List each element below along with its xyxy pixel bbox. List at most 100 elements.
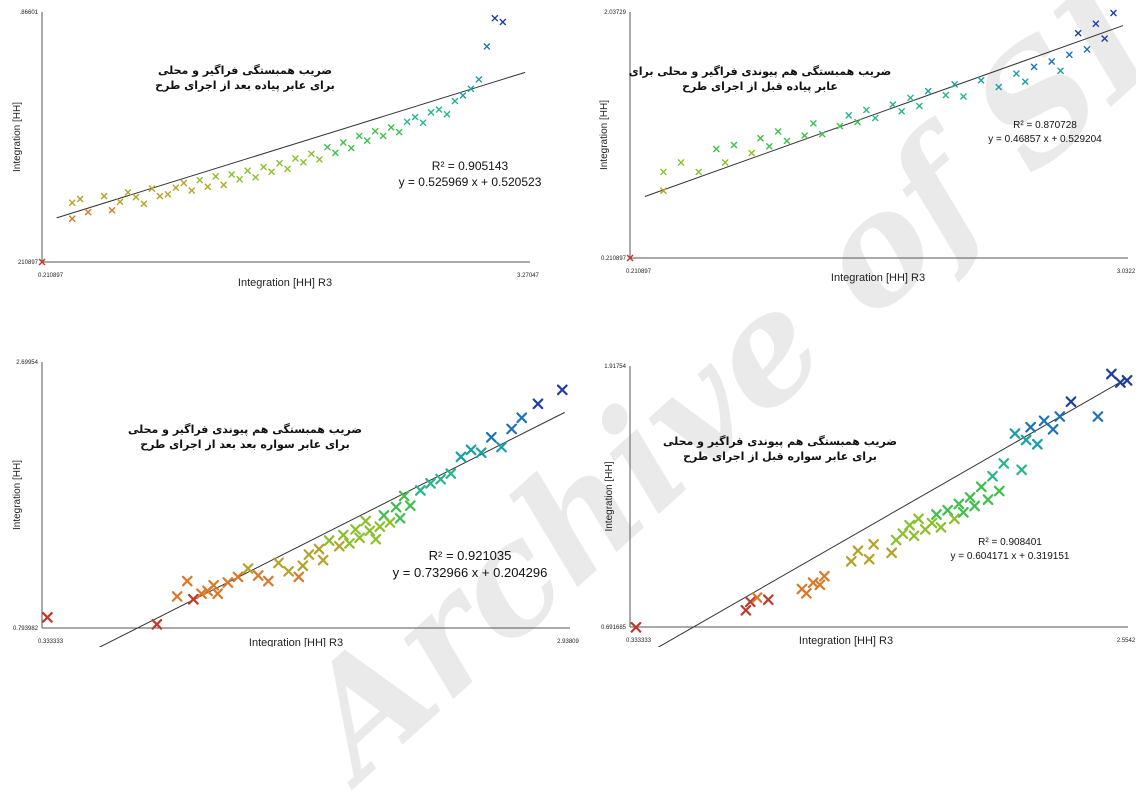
data-point: [774, 128, 782, 135]
charts-canvas: .86601 210897 0.210897 3.27047 Integration […: [12, 9, 1136, 647]
data-point: [363, 137, 371, 144]
data-point: [969, 500, 980, 512]
data-point: [244, 167, 251, 175]
data-point: [951, 81, 958, 88]
x-tick-label: 0.333333: [626, 638, 652, 644]
data-point: [180, 179, 188, 187]
data-point: [1009, 428, 1021, 440]
r-squared-label: R² = 0.921035: [429, 548, 512, 563]
data-point: [1121, 374, 1133, 386]
data-point: [1057, 67, 1064, 75]
data-point: [948, 513, 960, 525]
data-point: [196, 588, 207, 600]
data-point: [898, 108, 905, 115]
data-point: [904, 519, 915, 531]
data-point: [748, 149, 755, 157]
x-axis-label: Integration [HH] R3: [238, 277, 332, 289]
data-point: [532, 398, 544, 410]
chart-title: برای عابر سواره بعد بعد از اجرای طرح: [140, 438, 350, 451]
data-point: [1020, 434, 1032, 446]
data-point: [455, 451, 467, 463]
data-point: [1047, 423, 1059, 435]
chart-title: ضریب همبستگی هم پیوندی فراگیر و محلی برا…: [629, 65, 892, 78]
trend-line: [657, 380, 1124, 647]
data-point: [293, 571, 305, 583]
data-point: [516, 412, 528, 424]
data-point: [626, 254, 634, 262]
data-point: [425, 477, 436, 489]
data-point: [814, 579, 826, 591]
equation-label: y = 0.525969 x + 0.520523: [399, 175, 542, 189]
chart-title: ضریب همبستگی فراگیر و محلی: [158, 64, 332, 77]
x-tick-label: 2.93809: [557, 639, 579, 645]
data-point: [740, 604, 752, 616]
data-point: [491, 14, 499, 22]
data-point: [935, 521, 947, 533]
data-point: [148, 185, 156, 192]
data-point: [630, 621, 642, 633]
data-point: [889, 101, 897, 108]
data-point: [374, 521, 386, 533]
data-point: [475, 76, 483, 83]
x-tick-label: 0.210897: [38, 273, 64, 279]
y-tick-label: .86601: [20, 10, 39, 16]
r-squared-label: R² = 0.908401: [978, 537, 1042, 548]
data-point: [404, 500, 416, 512]
data-point: [323, 535, 335, 547]
data-point: [252, 570, 264, 581]
data-point: [993, 485, 1005, 497]
y-tick-label: 1.91754: [604, 364, 626, 370]
data-point: [394, 512, 406, 524]
data-point: [316, 156, 323, 163]
data-point: [1030, 63, 1038, 71]
data-point: [347, 144, 355, 152]
data-point: [871, 114, 879, 122]
data-point: [390, 501, 402, 513]
data-point: [379, 132, 387, 140]
data-point: [499, 18, 507, 26]
data-point: [907, 94, 914, 102]
data-point: [364, 525, 376, 537]
data-point: [1065, 396, 1077, 408]
trend-line: [644, 25, 1124, 197]
data-point: [273, 557, 284, 569]
chart-title: برای عابر پیاده بعد از اجرای طرح: [155, 79, 335, 92]
data-point: [1092, 411, 1104, 422]
data-point: [942, 91, 950, 99]
data-point: [836, 122, 844, 130]
data-point: [172, 184, 180, 191]
data-point: [924, 87, 932, 95]
data-point: [854, 118, 861, 126]
x-tick-label: 2.5542: [1117, 638, 1136, 644]
data-point: [140, 200, 148, 208]
data-point: [1054, 411, 1066, 422]
data-point: [863, 106, 870, 114]
chart-title: عابر پیاده قبل از اجرای طرح: [682, 80, 838, 93]
x-tick-label: 0.333333: [38, 639, 64, 645]
data-point: [977, 77, 985, 84]
data-point: [181, 575, 193, 587]
data-point: [116, 198, 124, 206]
data-point: [1031, 438, 1043, 450]
y-tick-label: 0.210897: [601, 256, 627, 262]
data-point: [485, 431, 497, 443]
data-point: [292, 155, 299, 162]
data-point: [908, 530, 920, 542]
data-point: [1074, 29, 1082, 37]
data-point: [1038, 415, 1050, 427]
data-point: [942, 504, 954, 516]
data-point: [333, 540, 345, 552]
data-point: [38, 258, 46, 266]
data-point: [414, 484, 426, 496]
data-point: [350, 524, 361, 535]
data-point: [818, 570, 830, 582]
data-point: [317, 554, 329, 566]
data-point: [395, 128, 403, 136]
data-point: [283, 565, 295, 577]
data-point: [987, 470, 998, 482]
y-tick-label: 2.69954: [16, 360, 38, 366]
data-point: [818, 130, 826, 138]
data-point: [427, 109, 435, 116]
data-point: [42, 611, 53, 623]
data-point: [204, 183, 212, 191]
